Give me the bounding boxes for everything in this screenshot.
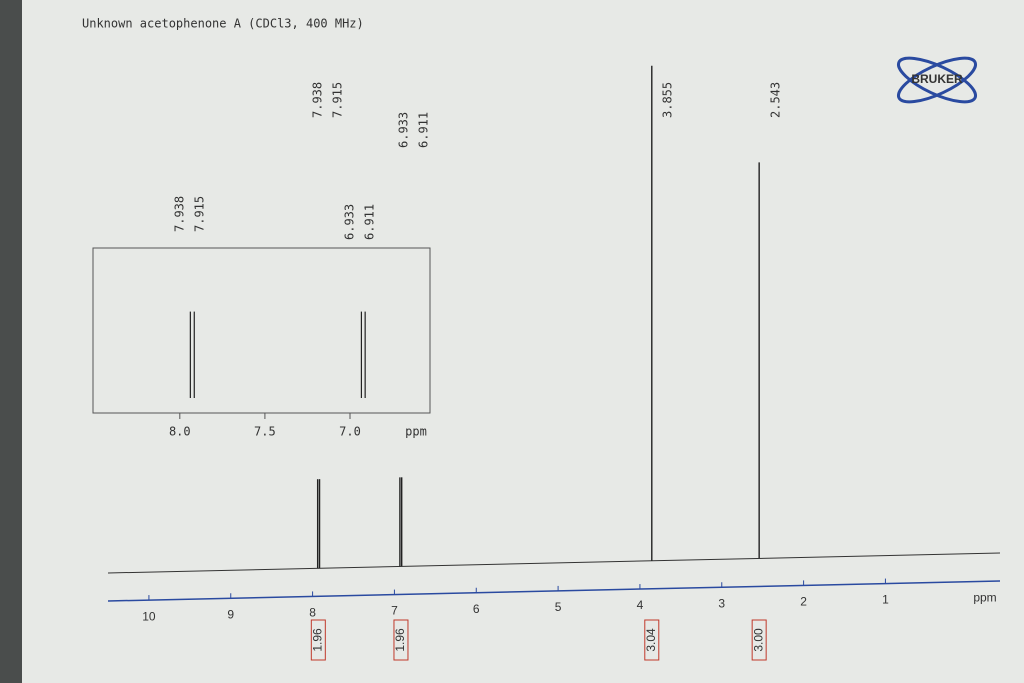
peak-label: 6.911	[417, 112, 431, 148]
inset-x-tick-label: 8.0	[169, 425, 191, 439]
screen-edge	[0, 0, 22, 683]
peak-label: 7.938	[311, 82, 325, 118]
x-tick-label: 7	[391, 604, 398, 618]
x-tick-label: 2	[800, 595, 807, 609]
inset-x-axis-label: ppm	[405, 425, 427, 439]
x-tick-label: 1	[882, 593, 889, 607]
integral-box	[393, 619, 409, 661]
x-tick-label: 3	[718, 596, 725, 610]
peak-label: 2.543	[769, 82, 783, 118]
inset-peak-label: 7.938	[173, 196, 187, 232]
x-tick-label: 6	[473, 602, 480, 616]
inset-peak-label: 6.933	[343, 204, 357, 240]
peak-label: 7.915	[331, 82, 345, 118]
peak-label: 6.933	[397, 112, 411, 148]
baseline	[107, 552, 1001, 574]
inset-x-tick-label: 7.0	[339, 425, 361, 439]
integral-box	[310, 619, 326, 661]
x-axis	[107, 580, 1001, 602]
logo: BRUKER	[896, 56, 978, 104]
integral-label: 1.96	[393, 628, 407, 652]
integral-label: 3.00	[751, 628, 765, 652]
peak-label: 3.855	[661, 82, 675, 118]
chart-title: Unknown acetophenone A (CDCl3, 400 MHz)	[82, 17, 364, 31]
inset-peak-label: 6.911	[363, 204, 377, 240]
inset-peak-label: 7.915	[193, 196, 207, 232]
integral-box	[751, 619, 767, 661]
x-tick-label: 5	[555, 600, 562, 614]
x-tick-label: 10	[142, 609, 156, 623]
x-tick-label: 8	[309, 606, 316, 620]
integral-box	[644, 619, 660, 661]
x-tick-label: 4	[637, 598, 644, 612]
integral-label: 1.96	[310, 628, 324, 652]
integral-label: 3.04	[644, 628, 658, 652]
x-tick-label: 9	[227, 607, 234, 621]
x-axis-label: ppm	[973, 591, 996, 605]
brand: BRUKER	[911, 72, 963, 86]
inset-x-tick-label: 7.5	[254, 425, 276, 439]
